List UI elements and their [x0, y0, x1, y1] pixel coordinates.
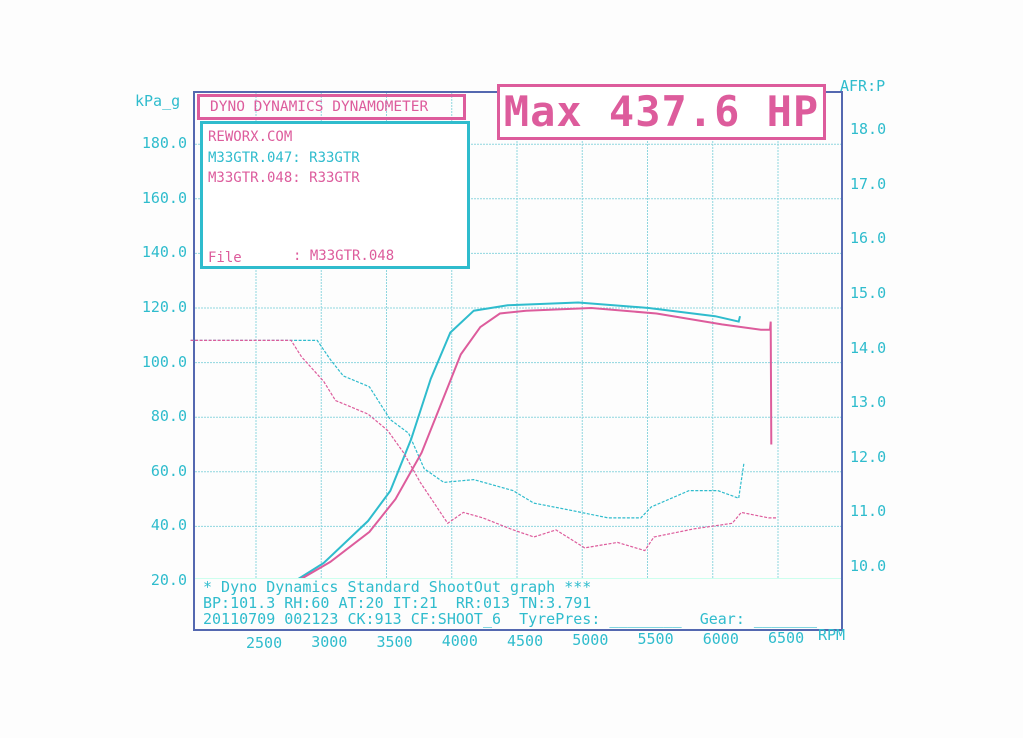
legend-box: REWORX.COM M33GTR.047: R33GTR M33GTR.048… — [200, 121, 470, 269]
dyno-title-box: DYNO DYNAMICS DYNAMOMETER — [197, 94, 466, 120]
left-tick-label: 100.0 — [141, 352, 187, 371]
left-tick-label: 20.0 — [150, 571, 187, 589]
legend-entry-048: M33GTR.048: R33GTR — [208, 170, 360, 186]
footer-line-3: 20110709 002123 CK:913 CF:SHOOT_6 TyrePr… — [203, 610, 818, 628]
x-tick-label: 3500 — [376, 632, 413, 651]
left-tick-label: 80.0 — [150, 407, 187, 426]
right-tick-label: 10.0 — [850, 557, 887, 575]
left-tick-label: 60.0 — [150, 461, 187, 480]
x-axis-label: RPM — [818, 626, 846, 644]
right-tick-label: 15.0 — [850, 284, 887, 302]
legend-entry-047: M33GTR.047: R33GTR — [208, 150, 360, 166]
dyno-title: DYNO DYNAMICS DYNAMOMETER — [210, 99, 429, 115]
footer-line-2: BP:101.3 RH:60 AT:20 IT:21 RR:013 TN:3.7… — [203, 594, 592, 612]
max-hp-value: Max 437.6 HP — [503, 87, 820, 136]
right-tick-label: 14.0 — [850, 338, 887, 357]
boost-line-047 — [294, 301, 741, 582]
x-tick-label: 4000 — [441, 632, 478, 651]
file-value: : M33GTR.048 — [293, 248, 395, 264]
right-tick-label: 11.0 — [850, 502, 887, 521]
run-info-footer: * Dyno Dynamics Standard ShootOut graph … — [195, 578, 841, 629]
x-tick-label: 6000 — [702, 629, 739, 648]
left-tick-label: 160.0 — [141, 188, 187, 207]
afr-line-047 — [190, 339, 745, 519]
left-tick-label: 140.0 — [141, 243, 187, 262]
x-tick-label: 5500 — [637, 630, 674, 649]
max-hp-box: Max 437.6 HP — [497, 84, 826, 140]
left-tick-label: 40.0 — [150, 516, 187, 535]
x-tick-label: 5000 — [572, 631, 609, 649]
right-tick-label: 12.0 — [850, 447, 887, 466]
right-tick-label: 17.0 — [850, 174, 887, 193]
right-axis-label: AFR:P — [840, 77, 886, 95]
x-tick-label: 4500 — [507, 631, 544, 650]
x-tick-label: 2500 — [246, 634, 283, 652]
x-tick-label: 6500 — [768, 629, 805, 648]
right-tick-label: 16.0 — [850, 229, 887, 248]
left-tick-label: 120.0 — [141, 298, 187, 316]
x-tick-label: 3000 — [311, 633, 348, 652]
right-tick-label: 18.0 — [850, 120, 887, 139]
left-tick-label: 180.0 — [141, 134, 187, 153]
site-label: REWORX.COM — [208, 129, 293, 145]
boost-line-048 — [297, 306, 773, 582]
footer-line-1: * Dyno Dynamics Standard ShootOut graph … — [203, 578, 592, 596]
right-tick-label: 13.0 — [850, 393, 887, 412]
afr-line-048 — [190, 339, 777, 552]
left-axis-label: kPa_g — [135, 92, 181, 110]
file-label: File — [208, 250, 242, 266]
